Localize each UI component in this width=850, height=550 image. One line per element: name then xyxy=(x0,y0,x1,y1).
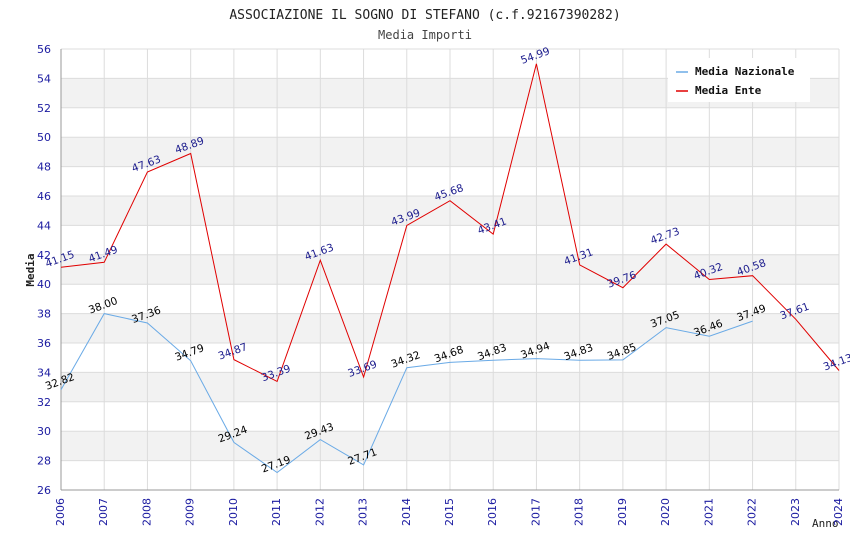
y-tick-label: 28 xyxy=(37,455,51,468)
x-tick-label: 2018 xyxy=(573,498,586,526)
legend-label-media-nazionale: Media Nazionale xyxy=(695,65,795,78)
y-tick-labels: 26 28 30 32 34 36 38 40 42 44 46 48 50 52 54 56 xyxy=(37,43,51,497)
y-tick-label: 34 xyxy=(37,366,51,379)
x-tick-label: 2008 xyxy=(140,498,153,526)
axes xyxy=(60,49,839,491)
x-tick-label: 2015 xyxy=(443,498,456,526)
series-lines xyxy=(60,63,840,474)
y-tick-label: 46 xyxy=(37,190,51,203)
x-tick-label: 2012 xyxy=(313,498,326,526)
x-tick-label: 2023 xyxy=(789,498,802,526)
x-tick-labels: 2006 2007 2008 2009 2010 2011 2012 2013 2014 2015… xyxy=(54,498,845,526)
x-tick-label: 2011 xyxy=(270,498,283,526)
x-tick-label: 2016 xyxy=(486,498,499,526)
x-tick-label: 2009 xyxy=(184,498,197,526)
data-label-media-ente: 34.87 xyxy=(217,341,249,363)
x-tick-label: 2019 xyxy=(616,498,629,526)
chart-subtitle: Media Importi xyxy=(378,28,472,42)
legend: Media Nazionale Media Ente xyxy=(668,58,810,102)
y-tick-label: 30 xyxy=(37,425,51,438)
y-tick-label: 42 xyxy=(37,249,51,262)
y-tick-label: 40 xyxy=(37,278,51,291)
x-tick-label: 2017 xyxy=(529,498,542,526)
y-tick-label: 52 xyxy=(37,102,51,115)
x-tick-label: 2006 xyxy=(54,498,67,526)
y-tick-label: 48 xyxy=(37,161,51,174)
y-tick-label: 54 xyxy=(37,72,51,85)
y-tick-label: 36 xyxy=(37,337,51,350)
x-tick-label: 2021 xyxy=(702,498,715,526)
data-label-media-ente: 42.73 xyxy=(649,225,681,247)
y-tick-label: 56 xyxy=(37,43,51,56)
series-line-media-nazionale xyxy=(60,313,753,474)
y-tick-label: 38 xyxy=(37,308,51,321)
data-label-media-nazionale: 34.32 xyxy=(390,349,422,371)
y-tick-label: 26 xyxy=(37,484,51,497)
x-tick-label: 2010 xyxy=(227,498,240,526)
y-tick-label: 50 xyxy=(37,131,51,144)
x-tick-label: 2020 xyxy=(659,498,672,526)
chart-title: ASSOCIAZIONE IL SOGNO DI STEFANO (c.f.92… xyxy=(229,8,620,23)
legend-box xyxy=(668,58,810,102)
legend-label-media-ente: Media Ente xyxy=(695,84,762,97)
x-tick-label: 2013 xyxy=(357,498,370,526)
y-axis-title: Media xyxy=(24,253,37,286)
x-tick-label: 2022 xyxy=(746,498,759,526)
x-tick-label: 2007 xyxy=(97,498,110,526)
x-tick-label: 2014 xyxy=(400,498,413,526)
y-tick-label: 32 xyxy=(37,396,51,409)
x-tick-label: 2024 xyxy=(832,498,845,526)
y-tick-label: 44 xyxy=(37,219,51,232)
x-axis-title: Anno xyxy=(812,517,839,530)
series-line-media-ente xyxy=(60,63,840,383)
data-label-media-ente: 54.99 xyxy=(519,45,551,67)
